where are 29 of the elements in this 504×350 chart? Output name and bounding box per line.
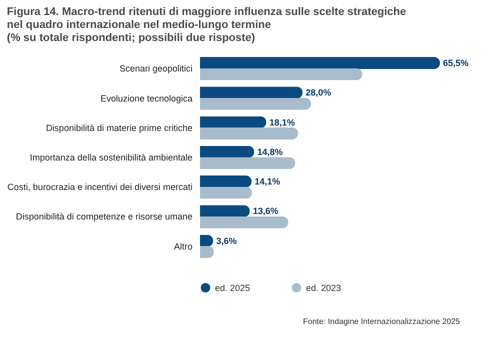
data-label: 3,6% <box>216 236 237 246</box>
text: (% su totale rispondenti; possibili due risposte) <box>6 32 256 44</box>
y-tick-label: Importanza della sostenibilità ambientale <box>30 152 192 162</box>
source-note: Fonte: Indagine Internazionalizzazione 2025 <box>303 317 461 326</box>
bar <box>200 116 266 128</box>
data-label: 65,5% <box>443 58 469 68</box>
bar <box>200 157 296 170</box>
legend-label: ed. 2025 <box>215 282 250 293</box>
text: nel quadro internazionale nel medio-lungo termine <box>6 19 271 31</box>
bar <box>200 186 252 199</box>
bar <box>200 127 298 140</box>
y-tick-label: Disponibilità di competenze e risorse umane <box>16 212 192 222</box>
y-tick-label: Evoluzione tecnologica <box>100 93 192 104</box>
legend-label: ed. 2023 <box>306 282 342 293</box>
data-label: 13,6% <box>252 206 278 216</box>
y-tick-label: Scenari geopolitici <box>119 64 192 74</box>
data-label: 14,8% <box>257 146 283 157</box>
text: Figura 14. Macro-trend ritenuti di maggiore influenza sulle scelte strategiche <box>6 6 406 18</box>
data-label: 28,0% <box>306 88 332 98</box>
y-tick-label: Altro <box>174 241 192 252</box>
bar <box>200 57 440 70</box>
bar <box>200 216 288 228</box>
y-tick-label: Costi, burocrazia e incentivi dei diversi mercati <box>7 182 192 192</box>
y-tick-label: Disponibilità di materie prime critiche <box>46 122 192 133</box>
bar <box>200 98 312 110</box>
data-label: 18,1% <box>269 117 295 128</box>
data-label: 14,1% <box>254 176 280 187</box>
bar <box>200 86 303 99</box>
bar <box>200 68 362 80</box>
